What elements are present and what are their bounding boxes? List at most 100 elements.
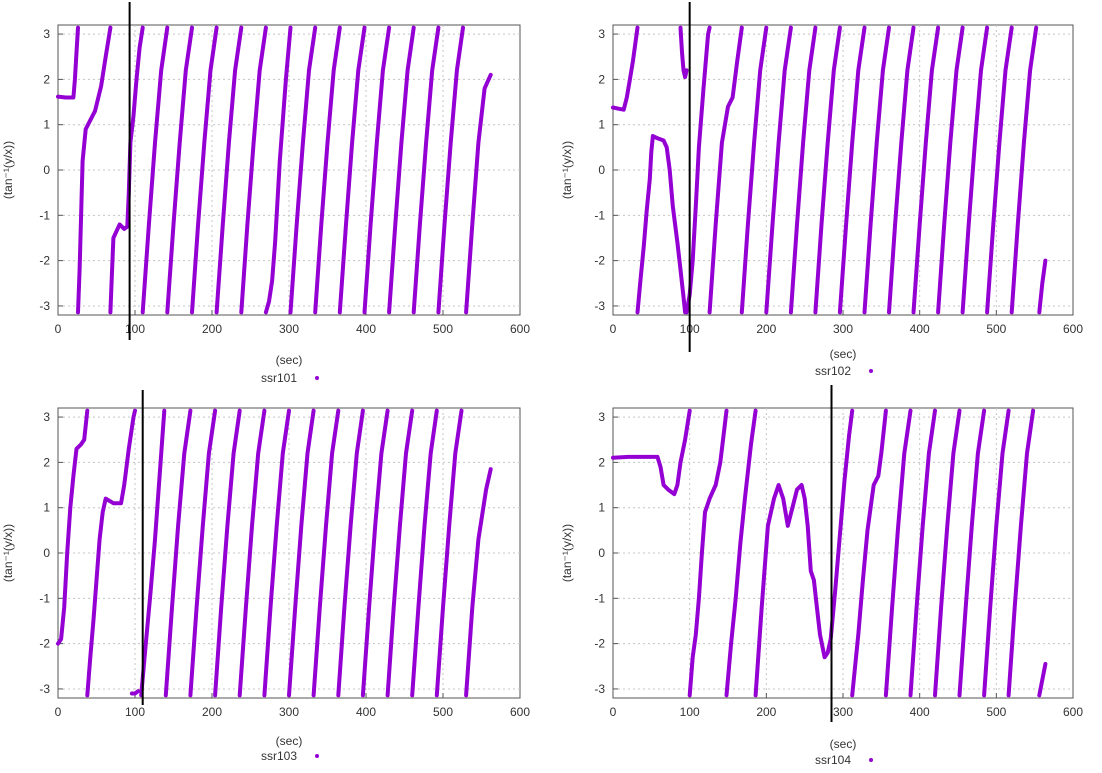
series-trace	[985, 25, 1014, 315]
x-tick-label: 500	[986, 322, 1006, 336]
series-trace	[385, 408, 415, 698]
y-tick-label: 3	[43, 27, 50, 41]
y-axis-label: (tan⁻¹(y/x))	[560, 141, 574, 199]
y-tick-label: -1	[39, 208, 50, 222]
x-tick-label: 100	[680, 705, 700, 719]
chart-panel-3: 0 100 200 300 400 500 600 -3 -2 -1 0 1 2 3 (sec) (tan⁻¹…	[1, 390, 530, 763]
y-tick-label: 3	[43, 410, 50, 424]
series-trace	[611, 25, 640, 112]
series-trace	[336, 408, 365, 698]
series-trace	[936, 25, 965, 315]
x-axis-label: (sec)	[276, 353, 303, 367]
x-tick-label: 100	[125, 705, 145, 719]
series-trace	[724, 408, 758, 698]
y-tick-label: -1	[39, 591, 50, 605]
x-tick-label: 200	[756, 322, 776, 336]
series-trace	[239, 25, 268, 315]
series-trace	[188, 408, 218, 698]
series-trace	[464, 467, 493, 698]
series-trace	[753, 408, 855, 698]
y-axis-label: (tan⁻¹(y/x))	[1, 524, 15, 582]
x-tick-label: 500	[433, 322, 453, 336]
series-trace	[362, 25, 392, 315]
series-trace	[635, 134, 688, 315]
series-trace	[678, 25, 689, 80]
series-trace	[76, 25, 113, 315]
x-tick-label: 300	[833, 322, 853, 336]
y-tick-label: -1	[594, 208, 605, 222]
series-trace	[140, 25, 170, 315]
y-axis-label: (tan⁻¹(y/x))	[560, 524, 574, 582]
y-tick-label: -2	[39, 637, 50, 651]
chart-panel-1: 0 100 200 300 400 500 600 -3 -2 -1 0 1 2 3 (sec) (tan⁻¹…	[1, 2, 530, 385]
series-trace	[707, 25, 744, 315]
legend-marker	[869, 369, 873, 373]
series-trace	[1006, 408, 1036, 698]
y-axis-label: (tan⁻¹(y/x))	[1, 141, 15, 199]
legend-label: ssr102	[815, 364, 851, 378]
series-trace	[764, 25, 793, 315]
series-trace	[982, 408, 1011, 698]
y-tick-label: -2	[594, 254, 605, 268]
y-tick-label: 1	[43, 118, 50, 132]
series-trace	[960, 25, 990, 315]
series-trace	[387, 25, 416, 315]
series-trace	[933, 408, 962, 698]
y-tick-label: 0	[43, 546, 50, 560]
x-tick-label: 600	[510, 322, 530, 336]
series-trace	[813, 25, 842, 315]
series-trace	[237, 408, 267, 698]
y-tick-label: 1	[598, 501, 605, 515]
x-tick-label: 0	[55, 322, 62, 336]
series-trace	[311, 408, 341, 698]
y-tick-label: 1	[598, 118, 605, 132]
legend-marker	[869, 758, 873, 762]
x-axis-label: (sec)	[276, 734, 303, 748]
series-trace	[1009, 25, 1039, 315]
series-trace	[883, 408, 913, 698]
series-trace	[1037, 662, 1048, 698]
series-trace	[263, 25, 293, 315]
y-tick-label: 2	[43, 455, 50, 469]
y-tick-label: 0	[43, 163, 50, 177]
y-tick-label: 3	[598, 410, 605, 424]
series-trace	[788, 25, 818, 315]
series-trace	[862, 25, 891, 315]
y-tick-label: -2	[594, 637, 605, 651]
x-tick-label: 600	[1063, 322, 1083, 336]
series-trace	[56, 408, 90, 646]
series-trace	[287, 408, 316, 698]
series-trace	[957, 408, 987, 698]
y-tick-label: 2	[43, 72, 50, 86]
series-trace	[687, 408, 729, 698]
series-trace	[1037, 258, 1048, 315]
series-trace	[410, 408, 439, 698]
series-trace	[139, 408, 167, 698]
x-tick-label: 400	[910, 705, 930, 719]
x-tick-label: 0	[610, 322, 617, 336]
legend-label: ssr101	[261, 371, 297, 385]
legend-label: ssr103	[261, 749, 297, 763]
x-tick-label: 400	[356, 322, 376, 336]
y-tick-label: 2	[598, 72, 605, 86]
y-tick-label: 3	[598, 27, 605, 41]
series-trace	[850, 408, 888, 698]
series-trace	[214, 25, 244, 315]
legend-marker	[315, 754, 319, 758]
series-trace	[262, 408, 291, 698]
series-trace	[313, 25, 342, 315]
x-tick-label: 200	[202, 322, 222, 336]
y-tick-label: 0	[598, 163, 605, 177]
x-tick-label: 300	[279, 705, 299, 719]
y-tick-label: -3	[39, 299, 50, 313]
series-trace	[85, 408, 137, 698]
series-trace	[887, 25, 916, 315]
series-trace	[837, 25, 867, 315]
series-trace	[434, 408, 464, 698]
x-tick-label: 400	[356, 705, 376, 719]
series-trace	[908, 408, 937, 698]
series-trace	[56, 25, 80, 100]
x-axis-label: (sec)	[830, 347, 857, 361]
y-tick-label: -3	[594, 682, 605, 696]
